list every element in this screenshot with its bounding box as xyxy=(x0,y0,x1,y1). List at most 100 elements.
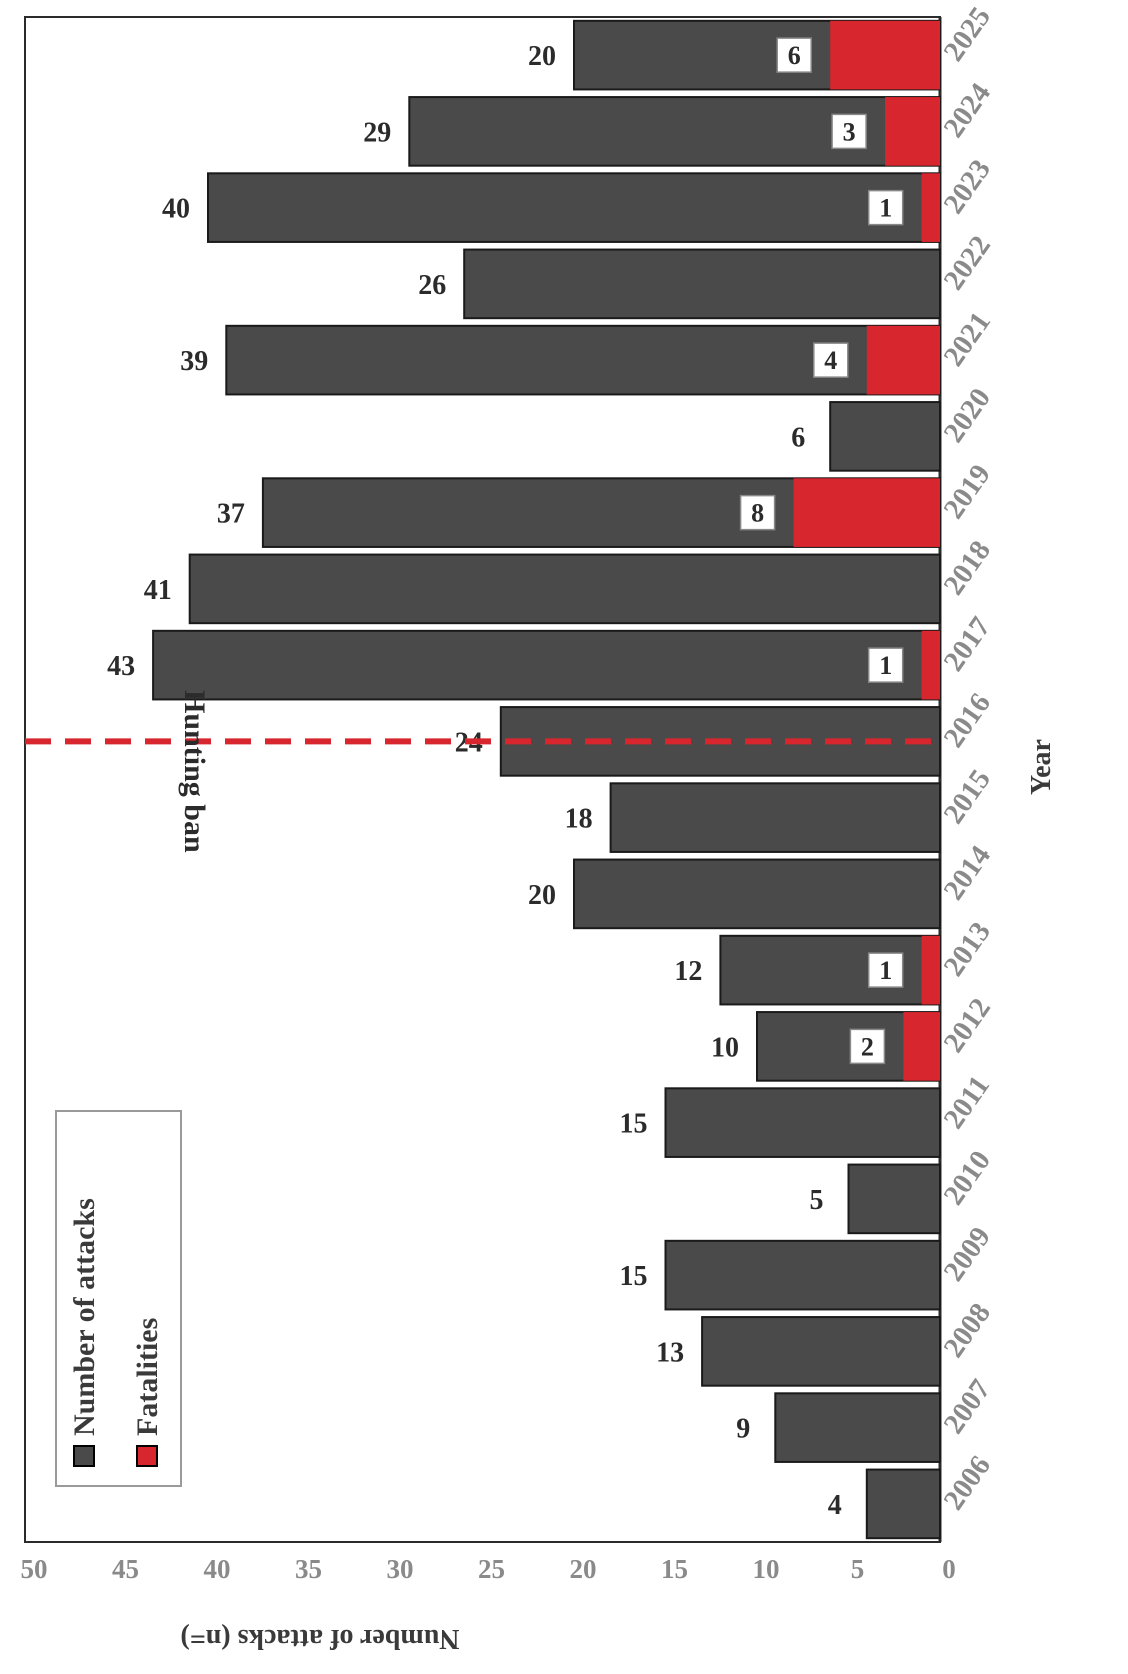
year-label-2010: 2010 xyxy=(938,1145,997,1211)
year-label-2019: 2019 xyxy=(938,459,997,525)
data-labels: 4913155152101122018241434183764392614032… xyxy=(107,37,904,1521)
legend-swatch-fatalities xyxy=(136,1445,158,1467)
attacks-label-2008: 13 xyxy=(656,1337,684,1368)
year-label-2023: 2023 xyxy=(938,154,997,220)
year-tick-labels: 2006 2007 2008 2009 2010 2011 2012 2013 2014 2015… xyxy=(938,1,997,1516)
hunting-ban-label: Hunting ban xyxy=(178,690,211,853)
bar-attacks-2011 xyxy=(664,1087,941,1158)
y-tick-label: 20 xyxy=(570,1554,597,1584)
attacks-label-2025: 20 xyxy=(528,41,556,72)
fatalities-label-box-2012 xyxy=(849,1028,886,1065)
fatalities-label-box-2021 xyxy=(813,342,849,378)
fatalities-label-2021: 4 xyxy=(824,346,837,375)
bar-attacks-2022 xyxy=(463,248,941,320)
legend-box xyxy=(55,1110,182,1487)
fatalities-label-box-2025 xyxy=(776,37,812,73)
attacks-label-2019: 37 xyxy=(217,499,245,530)
bar-attacks-2010 xyxy=(847,1163,941,1235)
year-label-2018: 2018 xyxy=(938,535,997,601)
fatalities-label-2012: 2 xyxy=(861,1032,874,1061)
fatalities-label-2025: 6 xyxy=(788,41,801,70)
attacks-label-2012: 10 xyxy=(711,1032,739,1063)
attacks-label-2017: 43 xyxy=(107,651,135,682)
bar-fatalities-2012 xyxy=(903,1012,941,1081)
year-label-2011: 2011 xyxy=(938,1070,997,1135)
y-tick-label: 0 xyxy=(942,1554,956,1584)
attacks-label-2022: 26 xyxy=(418,270,446,301)
legend-swatch-attacks xyxy=(73,1445,95,1467)
attacks-label-2010: 5 xyxy=(810,1185,824,1216)
x-axis-title: Year xyxy=(1026,739,1057,795)
y-tick-label: 30 xyxy=(387,1554,414,1584)
year-label-2008: 2008 xyxy=(938,1298,997,1364)
fatalities-label-box-2017 xyxy=(867,647,904,683)
fatalities-label-box-2019 xyxy=(739,494,776,531)
bar-attacks-2020 xyxy=(829,401,942,472)
year-label-2009: 2009 xyxy=(938,1221,997,1287)
y-tick-label: 45 xyxy=(112,1554,139,1584)
y-axis-title: Number of attacks (n=) xyxy=(180,1623,459,1654)
year-label-2025: 2025 xyxy=(938,1,997,67)
y-ticks: 0 5 10 15 20 25 30 35 40 45 50 xyxy=(21,1554,956,1584)
y-tick-label: 35 xyxy=(295,1554,322,1584)
attacks-label-2018: 41 xyxy=(144,575,172,606)
fatalities-label-2019: 8 xyxy=(751,499,764,528)
year-label-2007: 2007 xyxy=(938,1374,997,1440)
year-label-2013: 2013 xyxy=(938,916,997,982)
year-label-2012: 2012 xyxy=(938,993,997,1059)
legend-label-attacks: Number of attacks xyxy=(68,1198,101,1436)
attacks-label-2011: 15 xyxy=(620,1109,648,1140)
year-label-2006: 2006 xyxy=(938,1450,997,1516)
fatalities-label-box-2024 xyxy=(831,113,867,150)
fatalities-label-2024: 3 xyxy=(843,117,856,146)
y-tick-label: 50 xyxy=(21,1554,48,1584)
year-label-2020: 2020 xyxy=(938,383,997,449)
attacks-label-2020: 6 xyxy=(791,422,805,453)
bar-fatalities-2013 xyxy=(921,935,941,1005)
year-label-2021: 2021 xyxy=(938,306,997,372)
year-label-2024: 2024 xyxy=(938,78,997,144)
year-label-2015: 2015 xyxy=(938,764,997,830)
attacks-label-2023: 40 xyxy=(162,194,190,225)
year-label-2014: 2014 xyxy=(938,840,997,906)
attacks-label-2021: 39 xyxy=(180,346,208,377)
attacks-label-2007: 9 xyxy=(736,1414,750,1445)
bar-fatalities-2023 xyxy=(921,173,941,242)
bar-fatalities-2017 xyxy=(921,630,941,700)
attacks-label-2013: 12 xyxy=(674,956,702,987)
bar-attacks-2015 xyxy=(609,782,941,853)
attacks-label-2024: 29 xyxy=(363,117,391,148)
fatalities-label-box-2023 xyxy=(867,189,904,226)
bar-attacks-2023 xyxy=(207,172,941,243)
bar-attacks-2008 xyxy=(701,1316,941,1387)
bar-attacks-2009 xyxy=(664,1239,941,1311)
y-tick-label: 40 xyxy=(204,1554,231,1584)
bar-attacks-2018 xyxy=(188,553,941,625)
fatalities-label-2013: 1 xyxy=(879,956,892,985)
fatalities-label-box-2013 xyxy=(867,952,904,988)
fatalities-label-2023: 1 xyxy=(879,194,892,223)
attacks-label-2015: 18 xyxy=(565,804,593,835)
attacks-label-2014: 20 xyxy=(528,880,556,911)
y-tick-label: 25 xyxy=(478,1554,505,1584)
y-tick-label: 10 xyxy=(753,1554,780,1584)
y-tick-label: 15 xyxy=(661,1554,688,1584)
bar-attacks-2017 xyxy=(152,629,942,701)
year-label-2022: 2022 xyxy=(938,230,997,296)
bars xyxy=(152,19,942,1540)
bar-attacks-2014 xyxy=(573,858,941,930)
attacks-label-2006: 4 xyxy=(828,1490,842,1521)
legend: Number of attacks Fatalities xyxy=(55,1110,182,1487)
year-label-2016: 2016 xyxy=(938,688,997,754)
bar-attacks-2007 xyxy=(774,1392,941,1463)
bar-fatalities-2024 xyxy=(885,97,940,166)
bar-fatalities-2019 xyxy=(793,478,940,547)
year-label-2017: 2017 xyxy=(938,611,997,677)
bar-attacks-2013 xyxy=(719,934,942,1006)
bar-attacks-2006 xyxy=(865,1468,941,1540)
legend-label-fatalities: Fatalities xyxy=(131,1318,164,1436)
fatalities-label-2017: 1 xyxy=(879,651,892,680)
y-tick-label: 5 xyxy=(851,1554,865,1584)
